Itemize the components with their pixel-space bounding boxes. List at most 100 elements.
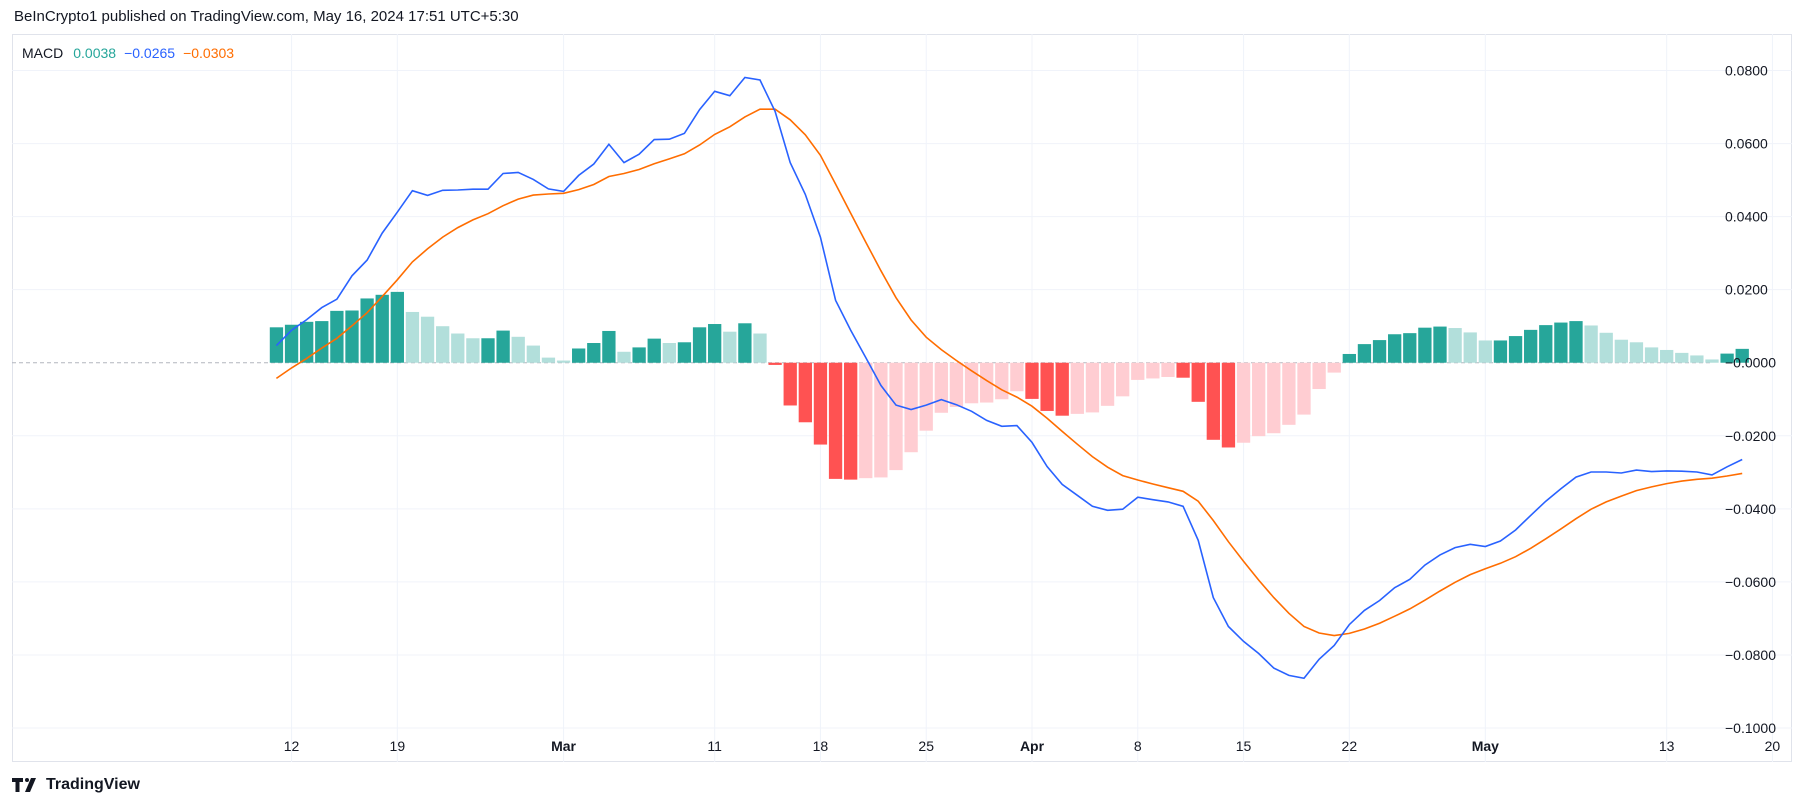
x-tick-label: 22 <box>1342 738 1358 754</box>
histogram-bar <box>1040 362 1054 411</box>
histogram-bar <box>1327 362 1341 373</box>
histogram-bar <box>1236 362 1251 443</box>
histogram-bar <box>541 357 556 363</box>
x-tick-label: 18 <box>813 738 829 754</box>
histogram-bar <box>330 310 344 363</box>
x-tick-label: May <box>1472 738 1499 754</box>
histogram-bar <box>1161 362 1175 377</box>
x-tick-label: 8 <box>1134 738 1142 754</box>
macd-line <box>275 76 1743 680</box>
histogram-bar <box>1267 362 1281 434</box>
histogram-bar <box>708 324 722 363</box>
histogram-bar <box>1599 332 1613 363</box>
histogram-bar <box>602 330 616 363</box>
histogram-bar <box>768 362 782 365</box>
histogram-bar <box>995 362 1009 400</box>
histogram-bar <box>375 294 389 363</box>
histogram-bar <box>496 330 510 363</box>
legend-histogram-value: 0.0038 <box>73 45 117 61</box>
histogram-bar <box>828 362 843 479</box>
histogram-bar <box>677 342 692 363</box>
x-tick-label: Mar <box>551 738 576 754</box>
histogram-bar <box>1433 326 1447 363</box>
y-tick-label: −0.0400 <box>1725 501 1776 517</box>
histogram-bar <box>1705 359 1719 363</box>
histogram-bar <box>556 360 571 363</box>
x-tick-label: 15 <box>1236 738 1252 754</box>
histogram-bar <box>904 362 918 453</box>
time-scale: 1219Mar111825Apr81522May1320Jun <box>284 738 1781 754</box>
histogram-bar <box>1116 362 1130 397</box>
histogram-bar <box>889 362 903 471</box>
histogram-bar <box>1297 362 1311 415</box>
histogram-bar <box>1372 340 1387 363</box>
y-tick-label: 0.0600 <box>1725 136 1768 152</box>
histogram-bar <box>526 345 540 363</box>
histogram-bar <box>1508 336 1523 363</box>
histogram-bar <box>1403 333 1417 363</box>
histogram-bar <box>813 362 828 445</box>
x-tick-label: 25 <box>918 738 934 754</box>
histogram-bar <box>390 291 404 363</box>
publisher-header: BeInCrypto1 published on TradingView.com… <box>14 8 519 25</box>
x-tick-label: 12 <box>284 738 300 754</box>
histogram-bar <box>405 311 420 363</box>
y-tick-label: −0.0000 <box>1725 355 1776 371</box>
x-tick-label: Apr <box>1020 738 1045 754</box>
histogram-bar <box>481 338 495 363</box>
histogram-bar <box>1478 340 1492 363</box>
histogram-bar <box>1388 334 1402 363</box>
macd-histogram <box>269 291 1749 480</box>
macd-legend[interactable]: MACD 0.0038 −0.0265 −0.0303 <box>22 45 234 61</box>
histogram-bar <box>980 362 994 403</box>
histogram-bar <box>1176 362 1190 378</box>
x-tick-label: 11 <box>707 738 722 754</box>
histogram-bar <box>436 326 450 363</box>
histogram-bar <box>1010 362 1024 392</box>
histogram-bar <box>1569 321 1583 363</box>
y-tick-label: −0.0200 <box>1725 428 1776 444</box>
histogram-bar <box>1221 362 1236 448</box>
legend-indicator-name: MACD <box>22 45 64 61</box>
histogram-bar <box>1735 348 1749 363</box>
histogram-bar <box>511 336 525 363</box>
x-tick-label: 20 <box>1765 738 1781 754</box>
y-tick-label: −0.0800 <box>1725 647 1776 663</box>
tradingview-footer[interactable]: TradingView <box>12 776 140 794</box>
histogram-bar <box>723 331 737 363</box>
histogram-bar <box>466 338 480 363</box>
histogram-bar <box>1025 362 1039 399</box>
histogram-bar <box>859 362 873 479</box>
histogram-bar <box>1524 329 1538 363</box>
histogram-bar <box>1539 325 1553 363</box>
histogram-bar <box>1146 362 1160 379</box>
y-tick-label: 0.0400 <box>1725 209 1768 225</box>
chart-pane[interactable] <box>12 34 1792 762</box>
histogram-bar <box>1252 362 1266 437</box>
histogram-bar <box>1614 339 1628 363</box>
x-tick-label: 13 <box>1659 738 1675 754</box>
histogram-bar <box>632 347 646 363</box>
histogram-bar <box>1493 340 1508 363</box>
histogram-bar <box>1131 362 1145 380</box>
histogram-bar <box>1312 362 1326 390</box>
legend-signal-value: −0.0303 <box>183 45 235 61</box>
histogram-bar <box>1206 362 1220 440</box>
y-tick-label: −0.1000 <box>1725 720 1776 736</box>
histogram-bar <box>647 338 661 363</box>
histogram-bar <box>1584 325 1598 363</box>
histogram-bar <box>1629 342 1644 363</box>
histogram-bar <box>949 362 964 407</box>
histogram-bar <box>572 348 586 363</box>
legend-macd-value: −0.0265 <box>124 45 176 61</box>
histogram-bar <box>1282 362 1296 425</box>
histogram-bar <box>420 316 435 363</box>
histogram-bar <box>798 362 812 423</box>
histogram-bar <box>617 351 631 363</box>
histogram-bar <box>1448 328 1462 363</box>
histogram-bar <box>919 362 933 431</box>
histogram-bar <box>934 362 948 413</box>
y-tick-label: 0.0800 <box>1725 63 1768 79</box>
histogram-bar <box>1463 332 1477 363</box>
